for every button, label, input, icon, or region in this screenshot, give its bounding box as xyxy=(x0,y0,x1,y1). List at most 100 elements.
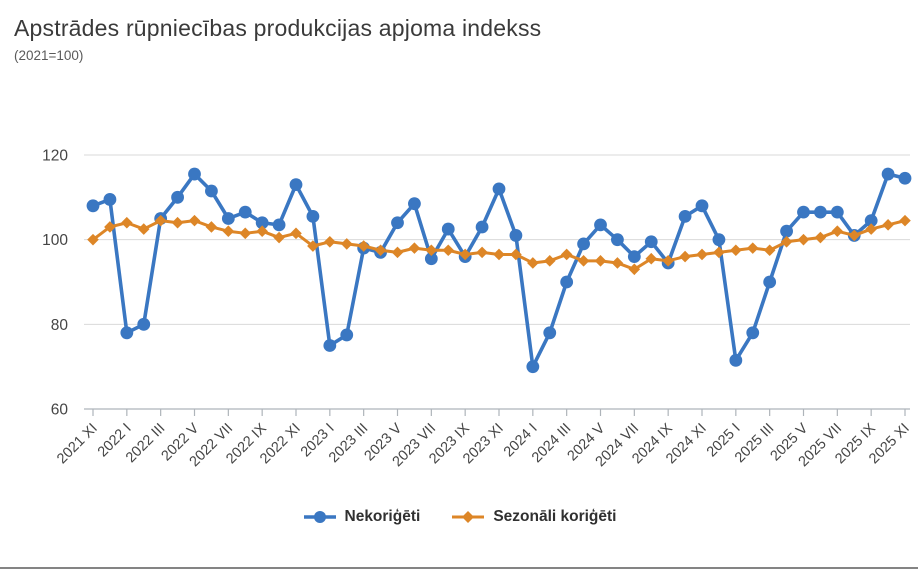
data-point-sezonali-korigeti[interactable] xyxy=(137,223,150,235)
legend-marker-circle-icon xyxy=(303,511,336,523)
data-point-sezonali-korigeti[interactable] xyxy=(628,263,641,276)
data-point-sezonali-korigeti[interactable] xyxy=(222,225,235,237)
data-point-nekorigeti[interactable] xyxy=(221,212,235,225)
data-point-nekorigeti[interactable] xyxy=(391,216,404,230)
data-point-sezonali-korigeti[interactable] xyxy=(104,221,116,233)
data-point-sezonali-korigeti[interactable] xyxy=(340,238,353,250)
data-point-sezonali-korigeti[interactable] xyxy=(121,216,133,229)
data-point-sezonali-korigeti[interactable] xyxy=(188,214,201,227)
data-point-nekorigeti[interactable] xyxy=(746,326,760,340)
data-point-sezonali-korigeti[interactable] xyxy=(425,244,438,257)
data-point-sezonali-korigeti[interactable] xyxy=(797,233,810,246)
data-point-sezonali-korigeti[interactable] xyxy=(510,248,522,261)
legend-item-nekorigeti[interactable]: Nekoriģēti xyxy=(302,508,420,526)
data-point-nekorigeti[interactable] xyxy=(577,237,590,251)
data-point-nekorigeti[interactable] xyxy=(611,233,624,247)
data-point-nekorigeti[interactable] xyxy=(137,317,151,331)
data-point-nekorigeti[interactable] xyxy=(205,184,218,198)
data-point-sezonali-korigeti[interactable] xyxy=(87,233,99,246)
data-point-nekorigeti[interactable] xyxy=(475,220,489,234)
data-point-sezonali-korigeti[interactable] xyxy=(391,246,404,259)
data-point-sezonali-korigeti[interactable] xyxy=(713,246,725,259)
data-point-sezonali-korigeti[interactable] xyxy=(408,242,421,254)
data-point-nekorigeti[interactable] xyxy=(171,190,184,204)
chart-header: Apstrādes rūpniecības produkcijas apjoma… xyxy=(0,0,918,63)
data-point-nekorigeti[interactable] xyxy=(864,214,878,228)
data-point-nekorigeti[interactable] xyxy=(238,205,252,219)
data-point-sezonali-korigeti[interactable] xyxy=(831,225,844,237)
data-point-sezonali-korigeti[interactable] xyxy=(662,255,674,267)
data-point-nekorigeti[interactable] xyxy=(340,328,354,342)
data-point-nekorigeti[interactable] xyxy=(695,199,709,213)
data-point-nekorigeti[interactable] xyxy=(424,252,438,266)
data-point-nekorigeti[interactable] xyxy=(323,339,337,352)
data-point-sezonali-korigeti[interactable] xyxy=(307,240,319,252)
data-point-sezonali-korigeti[interactable] xyxy=(746,242,759,254)
data-point-nekorigeti[interactable] xyxy=(492,182,506,196)
data-point-nekorigeti[interactable] xyxy=(289,178,303,192)
data-point-sezonali-korigeti[interactable] xyxy=(696,248,708,261)
data-point-nekorigeti[interactable] xyxy=(120,326,134,340)
data-point-sezonali-korigeti[interactable] xyxy=(154,214,167,227)
data-point-sezonali-korigeti[interactable] xyxy=(848,229,861,242)
data-point-sezonali-korigeti[interactable] xyxy=(357,240,370,252)
series-line-nekorigeti xyxy=(91,172,907,369)
data-point-sezonali-korigeti[interactable] xyxy=(205,221,218,233)
chart-subtitle: (2021=100) xyxy=(14,47,84,63)
legend-marker-diamond-icon xyxy=(452,511,485,523)
data-point-nekorigeti[interactable] xyxy=(644,235,658,249)
data-point-sezonali-korigeti[interactable] xyxy=(730,244,742,257)
legend-item-sezonali-korigeti[interactable]: Sezonāli koriģēti xyxy=(450,508,616,526)
data-point-sezonali-korigeti[interactable] xyxy=(814,231,827,244)
chart-legend: Nekoriģēti Sezonāli koriģēti xyxy=(0,508,918,526)
data-point-sezonali-korigeti[interactable] xyxy=(442,244,455,257)
data-point-nekorigeti[interactable] xyxy=(814,205,827,219)
data-point-nekorigeti[interactable] xyxy=(797,205,810,219)
data-point-sezonali-korigeti[interactable] xyxy=(899,214,911,227)
data-point-nekorigeti[interactable] xyxy=(408,197,421,211)
data-point-sezonali-korigeti[interactable] xyxy=(679,250,691,263)
data-point-nekorigeti[interactable] xyxy=(255,216,269,230)
data-point-nekorigeti[interactable] xyxy=(678,209,692,223)
data-point-sezonali-korigeti[interactable] xyxy=(882,219,894,231)
data-point-sezonali-korigeti[interactable] xyxy=(493,248,505,261)
data-point-nekorigeti[interactable] xyxy=(780,224,793,238)
data-point-nekorigeti[interactable] xyxy=(441,222,455,236)
data-point-nekorigeti[interactable] xyxy=(86,199,100,213)
data-point-nekorigeti[interactable] xyxy=(188,167,201,181)
data-point-nekorigeti[interactable] xyxy=(103,193,117,206)
chart-title: Apstrādes rūpniecības produkcijas apjoma… xyxy=(14,15,542,41)
data-point-sezonali-korigeti[interactable] xyxy=(527,257,539,269)
data-point-sezonali-korigeti[interactable] xyxy=(577,255,590,267)
data-point-sezonali-korigeti[interactable] xyxy=(273,231,285,244)
data-point-sezonali-korigeti[interactable] xyxy=(476,246,488,259)
data-point-sezonali-korigeti[interactable] xyxy=(239,227,252,240)
data-point-nekorigeti[interactable] xyxy=(763,275,777,289)
y-tick-label: 80 xyxy=(51,317,69,334)
data-point-sezonali-korigeti[interactable] xyxy=(763,244,776,257)
data-point-nekorigeti[interactable] xyxy=(830,205,844,219)
data-point-sezonali-korigeti[interactable] xyxy=(611,257,624,269)
data-point-nekorigeti[interactable] xyxy=(881,167,895,181)
data-point-sezonali-korigeti[interactable] xyxy=(560,248,573,261)
data-point-sezonali-korigeti[interactable] xyxy=(594,255,607,267)
data-point-nekorigeti[interactable] xyxy=(509,229,523,242)
data-point-nekorigeti[interactable] xyxy=(712,233,726,247)
data-point-sezonali-korigeti[interactable] xyxy=(459,248,471,261)
data-point-sezonali-korigeti[interactable] xyxy=(374,244,387,257)
data-point-nekorigeti[interactable] xyxy=(627,250,641,263)
data-point-nekorigeti[interactable] xyxy=(560,275,574,289)
data-point-nekorigeti[interactable] xyxy=(729,353,743,367)
data-point-nekorigeti[interactable] xyxy=(898,171,912,185)
data-point-nekorigeti[interactable] xyxy=(272,218,286,232)
data-point-sezonali-korigeti[interactable] xyxy=(645,252,658,265)
data-point-nekorigeti[interactable] xyxy=(594,218,607,232)
data-point-sezonali-korigeti[interactable] xyxy=(324,235,336,248)
data-point-sezonali-korigeti[interactable] xyxy=(171,216,184,229)
data-point-nekorigeti[interactable] xyxy=(543,326,557,340)
data-point-sezonali-korigeti[interactable] xyxy=(780,235,793,248)
data-point-nekorigeti[interactable] xyxy=(526,360,540,374)
data-point-sezonali-korigeti[interactable] xyxy=(543,255,556,267)
data-point-nekorigeti[interactable] xyxy=(306,209,320,223)
